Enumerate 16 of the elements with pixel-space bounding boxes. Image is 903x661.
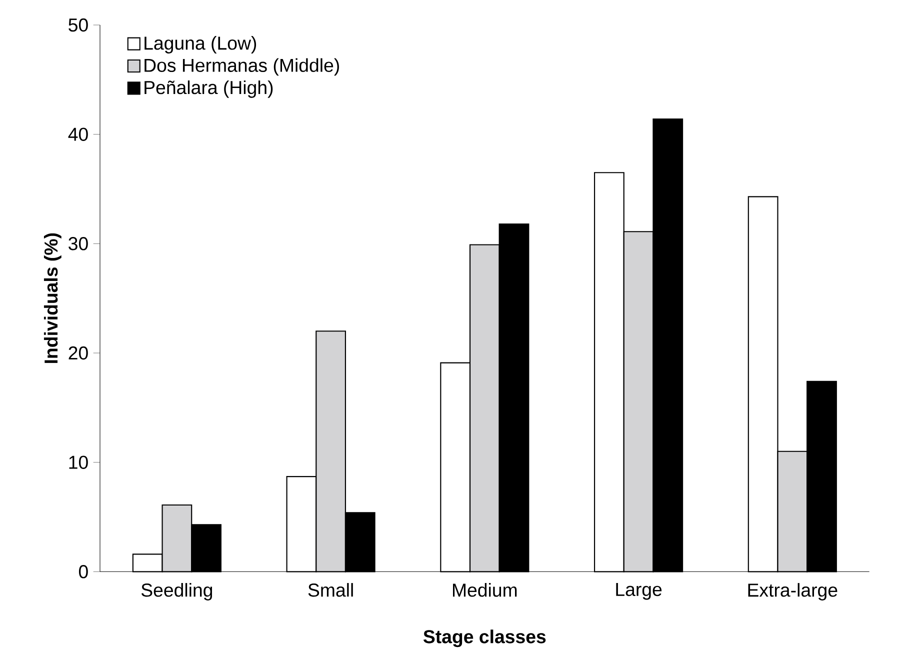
- y-tick-label: 40: [68, 128, 88, 141]
- y-tick-label: 50: [68, 18, 88, 32]
- x-tick-label: Large: [616, 583, 662, 600]
- x-axis-title: Stage classes: [423, 630, 546, 648]
- y-tick-label: 30: [68, 237, 88, 250]
- y-axis-title: Individuals (%): [44, 233, 62, 363]
- y-tick-label: 0: [78, 565, 88, 578]
- legend-label: Laguna (Low): [144, 36, 256, 54]
- y-tick-label: 10: [69, 456, 88, 469]
- legend-label: Peñalara (High): [144, 80, 273, 98]
- x-tick-label: Seedling: [141, 583, 212, 600]
- legend-label: Dos Hermanas (Middle): [144, 58, 339, 76]
- x-tick-label: Small: [308, 583, 353, 597]
- x-tick-label: Extra-large: [748, 583, 838, 600]
- y-tick-label: 20: [68, 346, 88, 360]
- x-tick-label: Medium: [453, 583, 517, 597]
